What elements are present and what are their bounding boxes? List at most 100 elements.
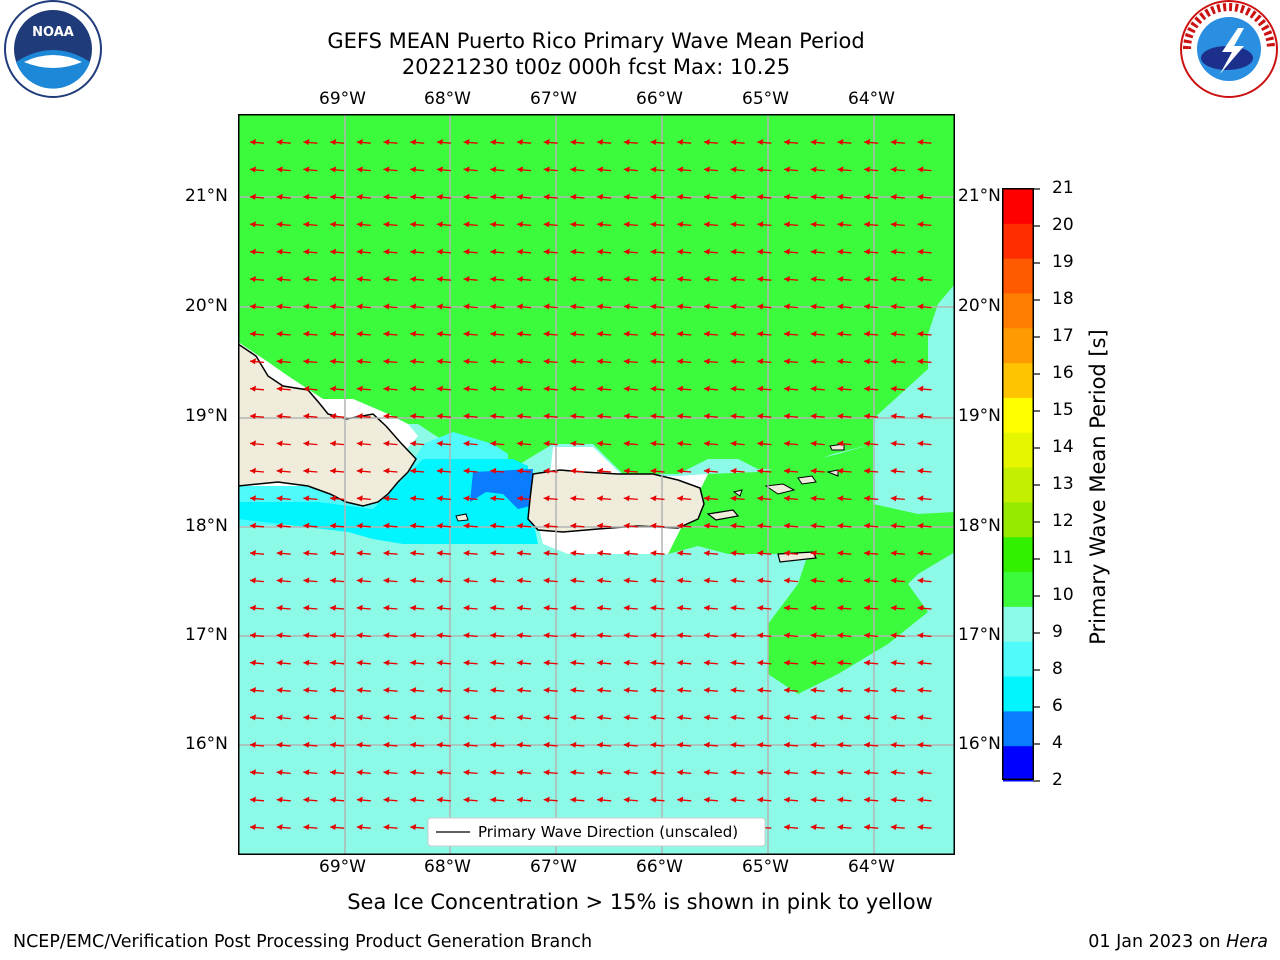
wave-arrow	[810, 248, 825, 255]
wave-arrow	[303, 139, 318, 145]
wave-arrow	[543, 714, 558, 721]
wave-arrow	[303, 166, 318, 173]
wave-arrow	[516, 714, 532, 721]
wave-arrow	[570, 522, 585, 529]
wave-arrow	[623, 550, 638, 556]
wave-arrow	[570, 796, 585, 803]
wave-arrow	[356, 741, 371, 748]
wave-arrow	[543, 413, 558, 419]
wave-arrow	[276, 769, 291, 776]
colorbar-cell	[1003, 363, 1033, 399]
wave-arrow	[303, 687, 318, 693]
wave-arrow	[330, 193, 345, 200]
wave-arrow	[890, 741, 905, 748]
wave-arrow	[436, 659, 451, 666]
wave-arrow	[757, 769, 772, 776]
wave-arrow	[783, 796, 799, 803]
wave-arrow	[730, 769, 745, 776]
wave-arrow	[650, 139, 665, 145]
wave-arrow	[730, 358, 745, 365]
wave-arrow	[303, 741, 318, 748]
wave-arrow	[463, 687, 478, 693]
wave-arrow	[276, 330, 291, 337]
wave-arrow	[757, 276, 772, 282]
wave-arrow	[677, 577, 692, 584]
wave-arrow	[570, 248, 585, 255]
wave-arrow	[703, 687, 718, 693]
wave-arrow	[249, 714, 265, 721]
wave-arrow	[864, 796, 879, 803]
wave-arrow	[864, 769, 879, 776]
wave-arrow	[356, 796, 371, 803]
wave-arrow	[383, 522, 398, 529]
wave-arrow	[623, 495, 638, 502]
wave-arrow	[303, 413, 318, 419]
wave-arrow	[810, 139, 825, 145]
colorbar-tick-label: 9	[1052, 622, 1063, 642]
wave-arrow	[837, 632, 852, 639]
wave-arrow	[249, 139, 265, 145]
wave-arrow	[436, 522, 451, 529]
wave-arrow	[463, 276, 478, 282]
wave-arrow	[890, 276, 905, 282]
wave-arrow	[436, 440, 451, 447]
wave-arrow	[330, 522, 345, 529]
wave-arrow	[597, 166, 612, 173]
wave-arrow	[837, 330, 852, 337]
wave-arrow	[837, 741, 852, 748]
wave-arrow	[436, 632, 451, 639]
wave-arrow	[303, 248, 318, 255]
wave-arrow	[837, 276, 852, 282]
period-fill-10-11	[668, 444, 955, 694]
land-sombrero	[826, 469, 839, 477]
wave-arrow	[490, 413, 505, 419]
wave-arrow	[890, 330, 905, 337]
wave-arrow	[330, 467, 345, 474]
wave-arrow	[597, 577, 612, 584]
colorbar-cell	[1003, 641, 1033, 678]
wave-arrow	[810, 687, 825, 693]
wave-arrow	[330, 632, 345, 639]
wave-arrow	[623, 659, 638, 666]
wave-arrow	[383, 659, 398, 666]
wave-arrow	[783, 522, 799, 529]
lon-label-bottom: 65°W	[742, 857, 789, 877]
wave-arrow	[650, 276, 665, 282]
wave-arrow	[597, 440, 612, 447]
wave-arrow	[383, 495, 398, 502]
wave-arrow	[597, 385, 612, 392]
wave-arrow	[410, 687, 425, 693]
wave-arrow	[730, 522, 745, 529]
colorbar-tick-label: 20	[1052, 215, 1074, 235]
wave-arrow	[677, 193, 692, 200]
wave-arrow	[597, 139, 612, 145]
wave-arrow	[330, 385, 345, 392]
wave-arrow	[837, 248, 852, 255]
wave-arrow	[757, 467, 772, 474]
wave-arrow	[383, 741, 398, 748]
wave-arrow	[730, 248, 745, 255]
wave-arrow	[864, 604, 879, 611]
wave-arrow	[276, 687, 291, 693]
wave-arrow	[810, 632, 825, 639]
wave-arrow	[543, 687, 558, 693]
wave-arrow	[516, 659, 532, 666]
wave-arrow	[730, 221, 745, 228]
wave-arrow	[703, 769, 718, 776]
wave-arrow	[917, 577, 932, 584]
wave-arrow	[810, 166, 825, 173]
wave-arrow	[249, 276, 265, 282]
wave-arrow	[303, 276, 318, 282]
national-weather-service-logo	[1178, 0, 1280, 106]
wave-arrow	[330, 824, 345, 830]
wave-arrow	[249, 385, 265, 392]
wave-arrow	[276, 741, 291, 748]
wave-arrow	[410, 139, 425, 145]
lat-label-right: 16°N	[958, 734, 1001, 754]
wave-arrow	[490, 467, 505, 474]
wave-arrow	[249, 166, 265, 173]
wave-arrow	[597, 550, 612, 556]
wave-arrow	[330, 769, 345, 776]
wave-arrow	[650, 796, 665, 803]
wave-arrow	[864, 276, 879, 282]
